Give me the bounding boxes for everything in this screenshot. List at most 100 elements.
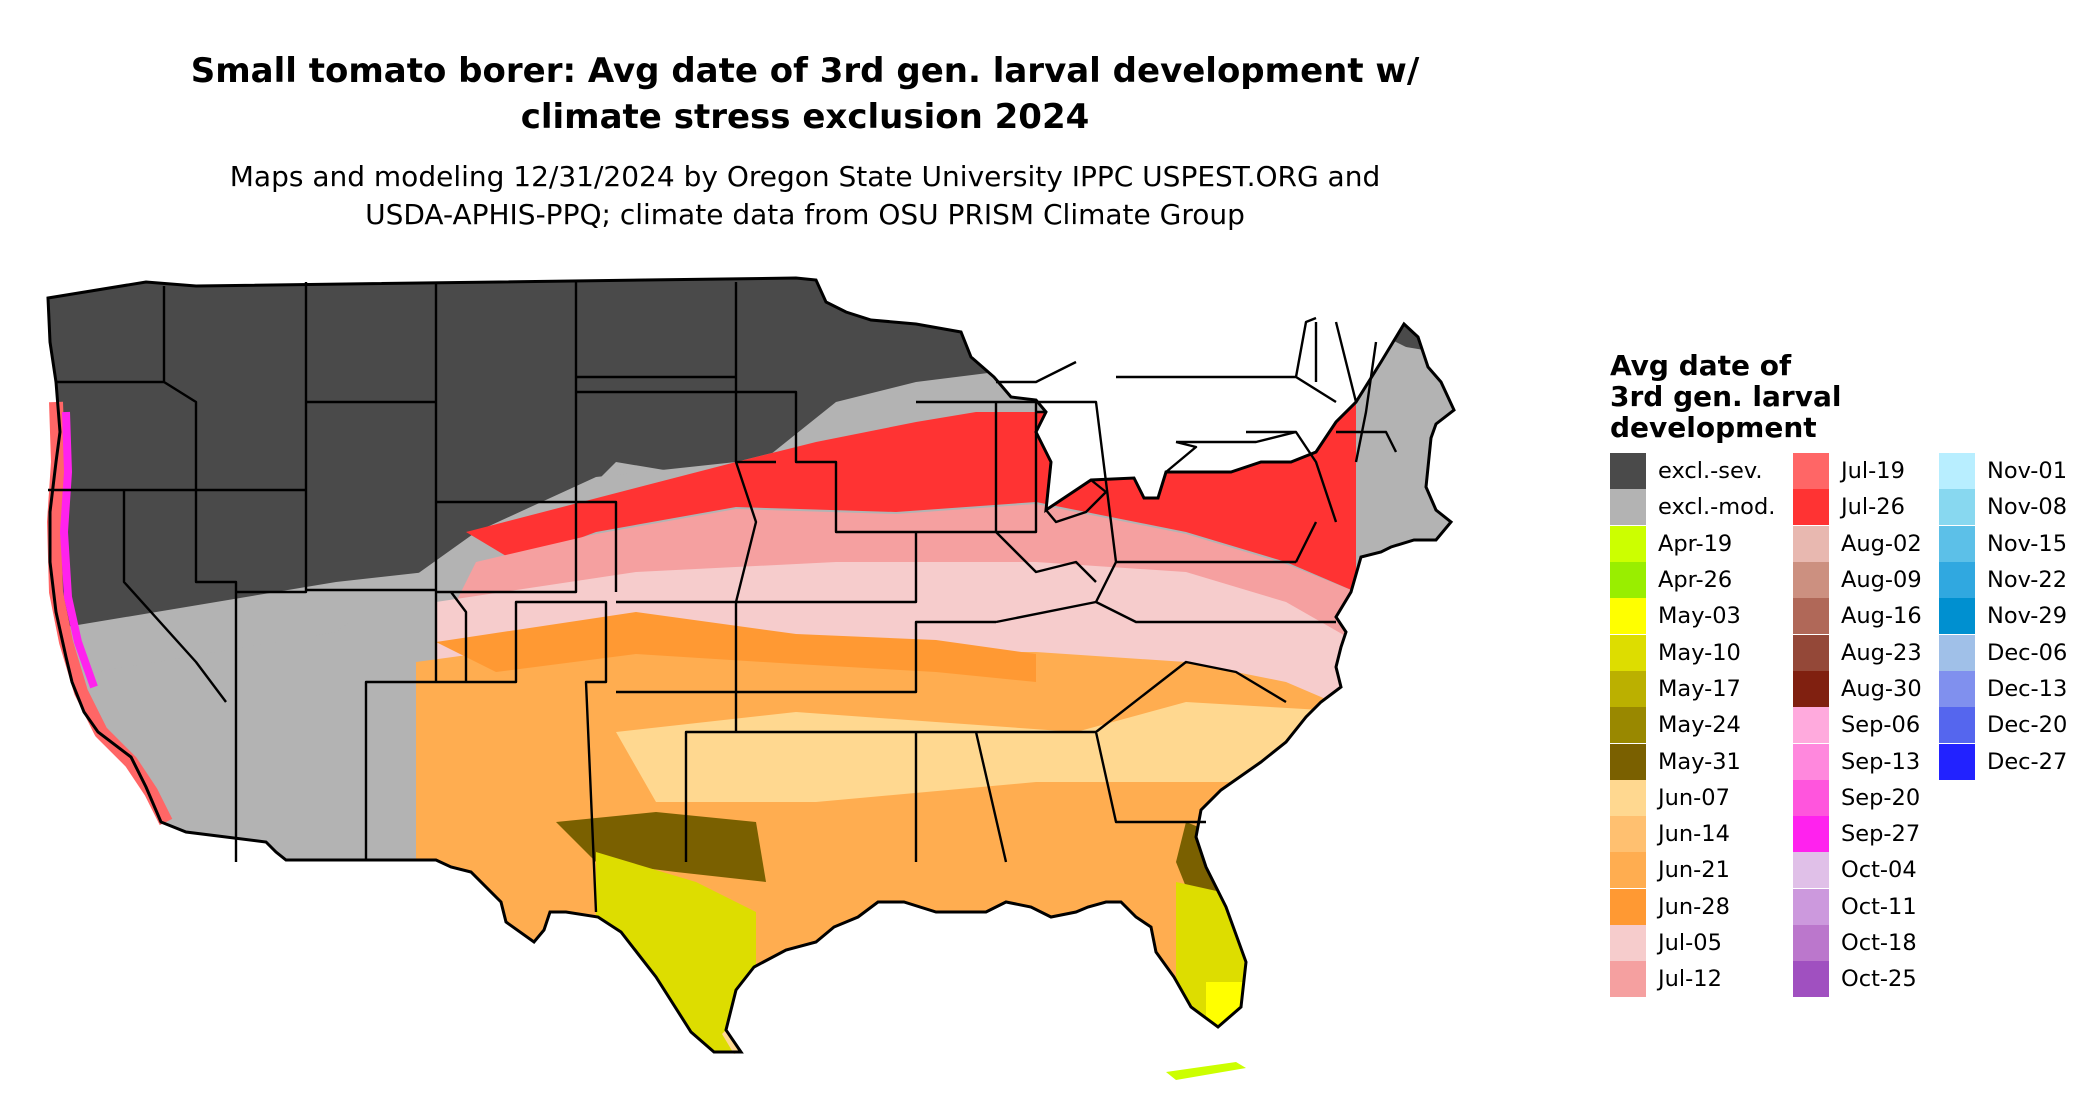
legend-item: Apr-26 [1610,562,1775,599]
legend-item: Aug-02 [1793,525,1922,562]
legend-label: Aug-09 [1841,567,1922,594]
legend-item: Aug-09 [1793,562,1922,599]
legend-item: Aug-23 [1793,634,1922,671]
legend-title: Avg date of 3rd gen. larval development [1610,350,1841,443]
legend-label: Apr-19 [1658,530,1733,557]
map-title: Small tomato borer: Avg date of 3rd gen.… [0,48,1610,140]
legend-item: Oct-25 [1793,961,1922,998]
legend-label: Oct-18 [1841,930,1917,956]
map-subtitle-line-2: USDA-APHIS-PPQ; climate data from OSU PR… [365,198,1245,231]
legend-item: excl.-sev. [1610,453,1775,490]
legend-label: Nov-29 [1987,603,2068,630]
legend-column-3: Nov-01 Nov-08 Nov-15 Nov-22 Nov-29 Dec-06 Dec-… [1939,453,2067,780]
legend-item: May-17 [1610,670,1775,707]
legend-item: Jun-28 [1610,888,1775,925]
map-subtitle: Maps and modeling 12/31/2024 by Oregon S… [0,158,1610,234]
legend-item: Nov-08 [1939,489,2068,526]
legend-item: Apr-19 [1610,525,1775,562]
legend-label: Sep-13 [1841,748,1921,775]
legend-item: Aug-30 [1793,670,1922,707]
legend-swatch [1610,598,1646,635]
legend-label: Nov-01 [1987,458,2068,485]
legend-swatch [1793,779,1829,816]
legend-item: Jun-14 [1610,816,1775,853]
legend-label: May-10 [1658,639,1741,666]
legend-swatch [1793,634,1829,671]
legend-swatch [1793,489,1829,526]
legend-label: May-24 [1658,712,1741,739]
legend-item: Jul-12 [1610,961,1775,998]
legend-item: Oct-18 [1793,925,1922,961]
legend-item: May-24 [1610,707,1775,744]
legend-swatch [1793,525,1829,562]
legend-swatch [1610,925,1646,961]
legend-item: May-31 [1610,743,1775,780]
legend-title-line-1: Avg date of [1610,349,1792,382]
legend-column-1: excl.-sev. excl.-mod. Apr-19 Apr-26 May-03 Ma… [1610,453,1775,998]
legend-swatch [1610,634,1646,671]
legend-swatch [1793,670,1829,707]
legend-swatch [1793,562,1829,599]
legend-column-2: Jul-19 Jul-26 Aug-02 Aug-09 Aug-16 Aug-23 Aug-… [1793,453,1922,998]
legend-label: Dec-06 [1987,639,2068,666]
legend-item: Sep-06 [1793,707,1922,744]
legend-swatch [1793,852,1829,889]
legend-item: Nov-29 [1939,598,2068,635]
legend-label: Aug-30 [1841,675,1922,702]
legend-swatch [1610,816,1646,853]
legend-swatch [1793,925,1829,961]
legend-label: Jul-19 [1841,458,1905,485]
legend-swatch [1939,489,1975,526]
legend-label: Oct-25 [1841,966,1917,993]
legend-label: Dec-27 [1987,748,2068,775]
legend-swatch [1610,779,1646,816]
legend-label: Jul-12 [1658,966,1722,993]
legend-swatch [1610,707,1646,744]
legend-label: Jun-14 [1658,821,1730,848]
legend-swatch [1610,562,1646,599]
legend-label: May-17 [1658,675,1741,702]
legend-swatch [1939,562,1975,599]
legend-item: Nov-15 [1939,525,2068,562]
legend-swatch [1610,961,1646,998]
legend-item: Sep-27 [1793,816,1922,853]
legend-swatch [1610,453,1646,490]
legend-swatch [1939,707,1975,744]
legend-label: May-03 [1658,603,1741,630]
map-title-line-2: climate stress exclusion 2024 [520,97,1090,137]
legend-label: Oct-11 [1841,893,1917,920]
legend-swatch [1610,852,1646,889]
legend-swatch [1793,888,1829,925]
legend-swatch [1793,453,1829,490]
legend-swatch [1793,961,1829,998]
legend-swatch [1939,453,1975,490]
legend-label: Nov-22 [1987,567,2068,594]
legend-item: Dec-27 [1939,743,2068,780]
climate-zone-fills [48,278,1454,1052]
legend-title-line-2: 3rd gen. larval [1610,380,1842,413]
legend-label: Nov-08 [1987,494,2068,521]
legend-item: Nov-01 [1939,453,2068,490]
legend-item: Nov-22 [1939,562,2068,599]
legend-label: Sep-06 [1841,712,1921,739]
legend-item: Jul-26 [1793,489,1922,526]
legend-label: Sep-27 [1841,821,1921,848]
map-subtitle-line-1: Maps and modeling 12/31/2024 by Oregon S… [229,160,1381,193]
legend-label: Aug-23 [1841,639,1922,666]
legend-title-line-3: development [1610,411,1817,444]
us-phenology-map [46,276,1456,1080]
legend-swatch [1793,816,1829,853]
legend-label: Sep-20 [1841,784,1921,811]
legend-label: May-31 [1658,748,1741,775]
legend-label: Aug-02 [1841,530,1922,557]
legend-swatch [1793,598,1829,635]
legend-label: Oct-04 [1841,857,1917,884]
legend-label: Nov-15 [1987,530,2068,557]
legend-swatch [1610,743,1646,780]
legend-item: May-10 [1610,634,1775,671]
legend-label: Jun-07 [1658,784,1730,811]
legend-swatch [1610,525,1646,562]
legend-label: Apr-26 [1658,567,1733,594]
legend-label: Dec-20 [1987,712,2068,739]
legend-swatch [1610,489,1646,526]
